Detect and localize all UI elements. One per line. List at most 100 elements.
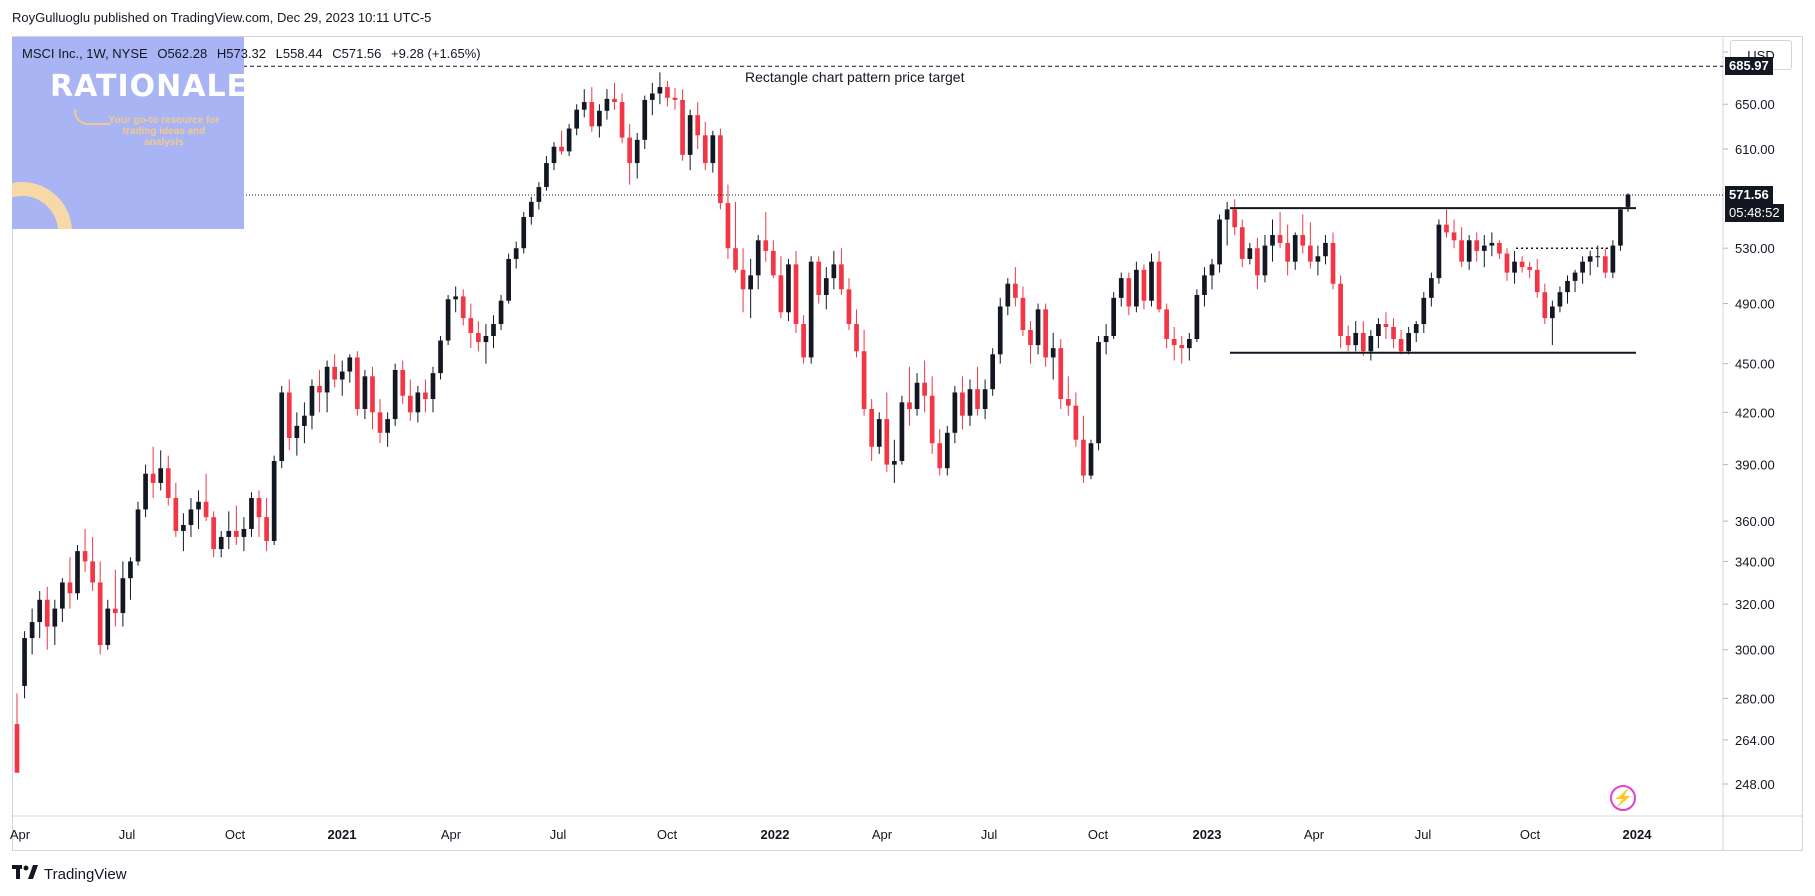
candle-body xyxy=(1376,324,1381,336)
candle-body xyxy=(1459,240,1464,262)
y-tick-label: 320.00 xyxy=(1735,597,1775,612)
y-tick-label: 420.00 xyxy=(1735,405,1775,420)
candle-body xyxy=(52,608,58,627)
candle-body xyxy=(112,608,118,614)
candle-body xyxy=(294,425,300,438)
candle-body xyxy=(960,392,965,416)
candle-body xyxy=(952,392,958,433)
countdown-label: 05:48:52 xyxy=(1725,203,1784,222)
candle-body xyxy=(279,392,285,462)
candle-body xyxy=(1035,309,1041,346)
candle-body xyxy=(1186,339,1192,349)
x-tick-label: Oct xyxy=(225,827,246,842)
ohlc-low: L558.44 xyxy=(275,46,323,61)
candle-body xyxy=(143,473,148,510)
candle-body xyxy=(150,473,156,483)
candle-body xyxy=(914,382,920,409)
x-tick-label: Jul xyxy=(550,827,567,842)
candle-body xyxy=(876,419,882,447)
candle-body xyxy=(725,203,731,249)
candle-body xyxy=(1391,327,1396,340)
target-price-label: 685.97 xyxy=(1725,57,1773,76)
tradingview-footer[interactable]: TradingView xyxy=(12,865,127,883)
candle-body xyxy=(1534,269,1540,293)
candle-body xyxy=(1602,256,1608,273)
candle-body xyxy=(317,385,322,393)
y-tick-label: 490.00 xyxy=(1735,297,1775,312)
candle-body xyxy=(1565,280,1570,293)
y-tick-label: 390.00 xyxy=(1735,458,1775,473)
candle-body xyxy=(1065,399,1071,406)
candle-body xyxy=(1595,256,1601,258)
candle-body xyxy=(710,135,716,164)
candle-body xyxy=(1557,292,1563,307)
candle-body xyxy=(1141,269,1147,301)
candle-body xyxy=(1307,245,1313,262)
candle-body xyxy=(1073,405,1079,440)
candle-body xyxy=(460,296,466,319)
candle-body xyxy=(226,530,232,537)
candle-body xyxy=(695,115,701,136)
candle-body xyxy=(1292,235,1298,262)
candle-body xyxy=(513,248,519,259)
candle-body xyxy=(1353,332,1359,346)
candle-body xyxy=(1406,332,1412,352)
candle-body xyxy=(165,468,171,498)
candle-body xyxy=(1466,240,1472,262)
candle-body xyxy=(1126,278,1132,307)
candle-body xyxy=(944,432,950,469)
candle-body xyxy=(506,258,511,301)
candle-body xyxy=(468,318,474,333)
y-tick-label: 450.00 xyxy=(1735,357,1775,372)
candle-body xyxy=(1020,297,1026,330)
candle-body xyxy=(1156,261,1162,310)
candle-body xyxy=(1338,283,1343,336)
candle-body xyxy=(536,187,542,202)
candle-body xyxy=(808,261,814,358)
candle-body xyxy=(392,369,398,420)
candle-body xyxy=(309,385,315,416)
candle-body xyxy=(498,300,504,325)
candle-body xyxy=(324,366,330,393)
candle-body xyxy=(158,468,164,483)
y-tick-label: 360.00 xyxy=(1735,514,1775,529)
candle-body xyxy=(196,501,201,510)
lightning-icon[interactable]: ⚡ xyxy=(1610,785,1636,811)
symbol-legend[interactable]: MSCI Inc., 1W, NYSE O562.28 H573.32 L558… xyxy=(22,46,487,61)
candle-body xyxy=(135,509,141,562)
candle-body xyxy=(1610,245,1616,273)
candle-body xyxy=(982,389,988,409)
x-tick-label: 2021 xyxy=(328,827,357,842)
candle-body xyxy=(430,373,436,400)
candle-body xyxy=(1217,219,1222,265)
candle-body xyxy=(1368,335,1374,352)
candle-body xyxy=(823,278,829,295)
candle-body xyxy=(1413,324,1419,333)
candle-body xyxy=(574,109,580,129)
candle-body xyxy=(657,87,663,94)
candle-body xyxy=(1625,194,1631,207)
candle-body xyxy=(1429,278,1434,298)
candle-body xyxy=(846,289,852,325)
candle-body xyxy=(1239,227,1245,259)
candle-body xyxy=(347,357,353,372)
candle-body xyxy=(82,551,88,562)
candle-body xyxy=(1058,348,1064,400)
candle-body xyxy=(1330,242,1336,284)
last-price-label: 571.56 xyxy=(1725,185,1773,204)
candle-body xyxy=(120,578,126,614)
candle-body xyxy=(1255,248,1260,276)
candle-body xyxy=(1436,224,1442,279)
candle-body xyxy=(67,582,73,594)
candle-body xyxy=(839,264,844,290)
candle-body xyxy=(733,248,738,270)
candle-body xyxy=(1444,224,1449,233)
candle-body xyxy=(770,250,776,276)
candle-body xyxy=(491,324,496,336)
candle-body xyxy=(740,269,746,290)
x-tick-label: Jul xyxy=(119,827,136,842)
candle-body xyxy=(1542,292,1548,319)
y-tick-label: 340.00 xyxy=(1735,554,1775,569)
candle-body xyxy=(604,98,610,111)
